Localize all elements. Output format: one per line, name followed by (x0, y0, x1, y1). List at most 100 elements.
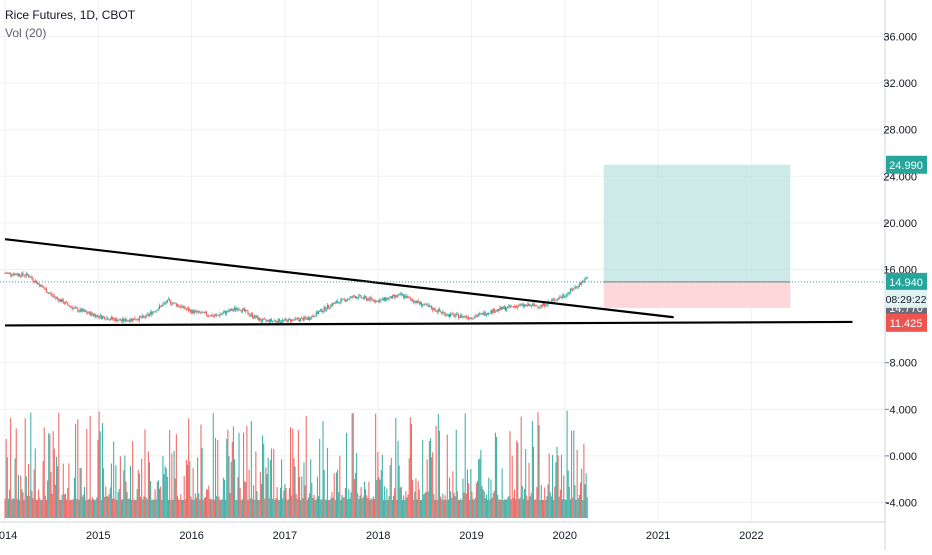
volume-bar (29, 495, 31, 518)
volume-bar (257, 499, 259, 518)
position-zones[interactable] (603, 164, 791, 308)
candle-body (510, 306, 512, 308)
symbol-title[interactable]: Rice Futures, 1D, CBOT (5, 8, 136, 22)
volume-bar (540, 484, 542, 518)
volume-bar (529, 496, 531, 518)
candle-body (207, 315, 209, 317)
candle-body (242, 308, 244, 310)
candle-body (51, 293, 53, 296)
trendlines[interactable] (0, 238, 885, 327)
candle-body (103, 316, 105, 318)
volume-bar (56, 456, 58, 518)
volume-bar (354, 473, 357, 518)
volume-bar (407, 494, 409, 518)
volume-bar (92, 499, 95, 518)
volume-bar (103, 468, 105, 518)
volume-bar (94, 499, 96, 518)
volume-bar (565, 499, 567, 518)
volume-bar (138, 473, 140, 518)
candle-body (117, 320, 119, 322)
candle-body (386, 298, 388, 301)
volume-bar (5, 438, 7, 518)
candle-body (406, 296, 408, 299)
volume-bar (519, 497, 521, 518)
volume-bar (370, 498, 372, 518)
volume-bar (578, 494, 580, 518)
volume-bar (228, 456, 230, 518)
volume-bar (450, 491, 452, 518)
volume-bar (240, 499, 242, 518)
volume-bar (139, 496, 142, 518)
candle-body (68, 304, 70, 307)
volume-bar (305, 416, 307, 518)
volume-bar (562, 499, 564, 518)
volume-bar (536, 487, 538, 518)
candle-body (197, 311, 199, 313)
candle-body (422, 305, 424, 306)
volume-bar (17, 474, 20, 518)
candle-body (585, 278, 587, 280)
candle-body (223, 311, 225, 313)
candle-body (128, 320, 130, 322)
volume-bar (150, 481, 152, 518)
volume-bar (59, 499, 61, 518)
candle-body (131, 318, 133, 321)
volume-bar (128, 498, 130, 518)
candle-body (314, 316, 316, 318)
volume-bar (162, 455, 164, 518)
candle-body (320, 309, 322, 311)
candle-body (64, 302, 66, 304)
volume-bar (498, 499, 500, 518)
volume-bar (531, 420, 533, 518)
volume-bar (106, 496, 108, 518)
candle-body (379, 300, 381, 303)
candle-body (361, 297, 363, 299)
volume-bar (431, 457, 433, 518)
volume-bar (538, 425, 540, 518)
volume-bar (35, 499, 37, 518)
candle-body (563, 295, 565, 297)
candle-body (516, 306, 518, 308)
candle-body (86, 311, 88, 314)
volume-bar (504, 499, 507, 518)
volume-bar (221, 499, 223, 518)
price-tick-label: 24.000 (883, 171, 917, 183)
volume-indicator-label[interactable]: Vol (20) (5, 26, 47, 40)
candle-body (200, 312, 202, 314)
volume-bar (147, 451, 149, 518)
candle-body (183, 305, 185, 309)
volume-bar (333, 473, 335, 518)
volume-bar (381, 454, 383, 518)
candle-body (246, 310, 248, 312)
candle-body (496, 310, 498, 312)
volume-bar (518, 499, 520, 518)
candle-body (265, 319, 267, 321)
candle-body (82, 309, 84, 312)
volume-bar (300, 499, 302, 518)
candle-body (164, 302, 166, 304)
candle-body (416, 300, 418, 303)
volume-bar (413, 499, 415, 518)
volume-bar (433, 494, 435, 518)
candle-body (268, 319, 270, 323)
candle-body (429, 306, 431, 308)
volume-bar (30, 412, 32, 518)
volume-bar (235, 499, 237, 518)
candle-body (515, 306, 517, 307)
candle-body (249, 315, 251, 316)
volume-bar (217, 439, 219, 518)
candle-body (70, 306, 72, 308)
candle-body (76, 307, 78, 309)
volume-bar (109, 487, 111, 518)
candle-body (483, 312, 485, 316)
volume-bar (408, 458, 410, 518)
volume-bar (180, 494, 182, 518)
volume-bar (134, 499, 136, 518)
candle-body (195, 310, 197, 313)
candle-body (4, 272, 6, 274)
support-price-label-bg (886, 313, 927, 332)
volume-bar (259, 471, 261, 518)
volume-bar (461, 499, 463, 518)
